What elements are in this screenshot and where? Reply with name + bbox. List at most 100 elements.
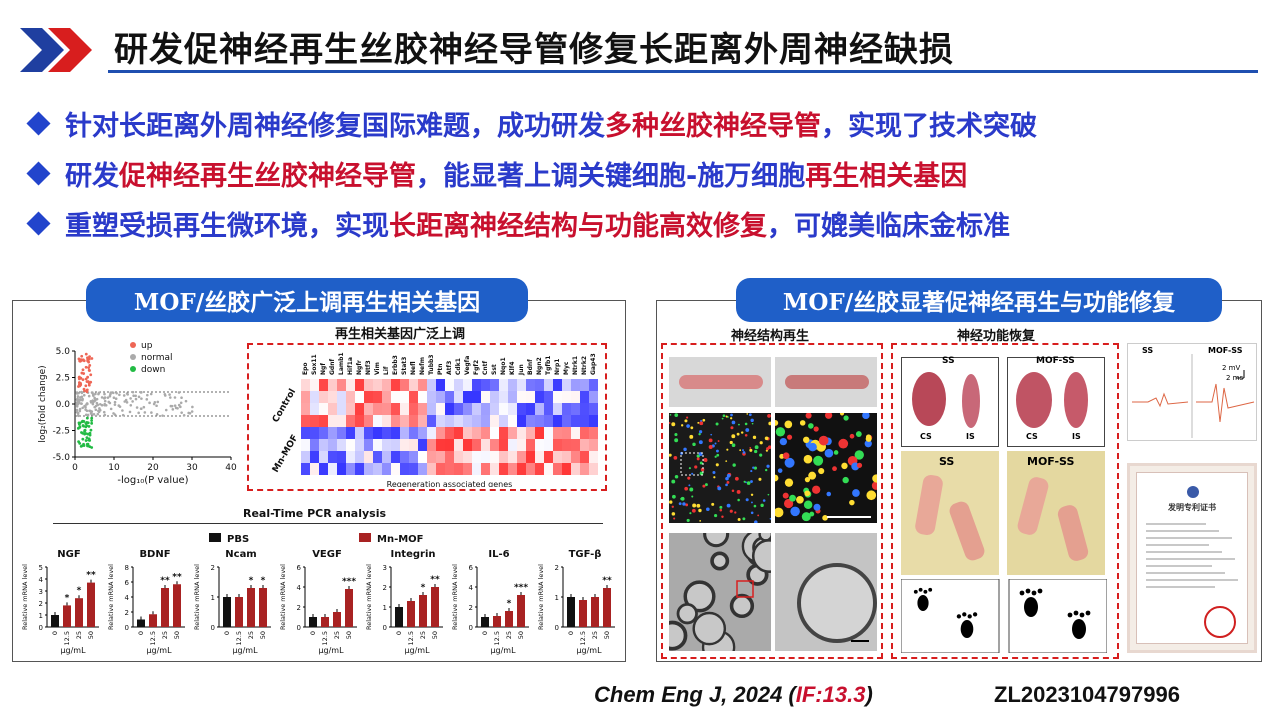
heatmap-cell [481, 427, 490, 439]
heatmap-cell [391, 391, 400, 403]
heatmap-cell [535, 451, 544, 463]
heatmap-cell [400, 391, 409, 403]
y-axis-label: Relative mRNA level [107, 564, 115, 630]
heatmap-cell [418, 463, 427, 475]
heatmap-cell [571, 415, 580, 427]
heatmap-cell [499, 463, 508, 475]
heatmap-cell [562, 391, 571, 403]
y-axis-label: log₂(fold change) [38, 365, 48, 442]
gene-label: Jun [518, 364, 525, 376]
heatmap-cell [409, 463, 418, 475]
gene-label: Cdk1 [455, 358, 462, 375]
heatmap-cell [535, 439, 544, 451]
heatmap-cell [589, 403, 598, 415]
gene-label: Myc [563, 361, 570, 375]
y-tick-label: 2 [383, 584, 387, 592]
heatmap-cell [445, 415, 454, 427]
pcr-bar [333, 612, 341, 627]
heatmap-cell [562, 427, 571, 439]
heatmap-cell [400, 439, 409, 451]
heatmap-cell [409, 391, 418, 403]
heatmap-cell [382, 403, 391, 415]
y-tick-label: 0 [469, 624, 473, 632]
heatmap-cell [364, 403, 373, 415]
gene-label: Ngn2 [536, 357, 543, 375]
heatmap-cell [373, 391, 382, 403]
heatmap-cell [346, 415, 355, 427]
x-axis-label: μg/mL [60, 646, 86, 655]
pcr-chart-tgf-β: TGF-β 2 1 0 Relative mRNA level 0 12.5 25 ** 50μg… [537, 549, 615, 655]
pcr-bar [161, 588, 169, 627]
heatmap-cell [310, 415, 319, 427]
y-axis-label: Relative mRNA level [279, 564, 287, 630]
heatmap-cell [418, 403, 427, 415]
heatmap-cell [418, 451, 427, 463]
gene-label: Sox11 [311, 354, 318, 375]
heatmap-cell [328, 379, 337, 391]
heatmap-cell [580, 439, 589, 451]
y-axis-label: Relative mRNA level [365, 564, 373, 630]
heatmap-cell [337, 439, 346, 451]
pcr-gene-title: Integrin [390, 549, 435, 560]
heatmap-cell [580, 463, 589, 475]
diamond-bullet-icon [26, 110, 51, 136]
heatmap-cell [445, 379, 454, 391]
header: 研发促神经再生丝胶神经导管修复长距离外周神经缺损 [0, 0, 1268, 80]
heatmap-cell [481, 439, 490, 451]
y-tick-label: 6 [469, 564, 474, 572]
heatmap-cell [508, 379, 517, 391]
legend-marker [130, 354, 136, 360]
left-panel-title: MOF/丝胶广泛上调再生相关基因 [86, 278, 528, 322]
heatmap-cell [490, 379, 499, 391]
y-axis-label: Relative mRNA level [451, 564, 459, 630]
heatmap-cell [328, 403, 337, 415]
heatmap-cell [337, 379, 346, 391]
heatmap-cell [391, 415, 400, 427]
heatmap-cell [328, 415, 337, 427]
pcr-charts: NGF 5 4 3 2 1 0 Relative mRNA level 0 * 12.5 * 25 ** 5… [15, 545, 623, 657]
heatmap-cell [382, 427, 391, 439]
x-tick-label: 0 [72, 463, 78, 473]
heatmap-cell [517, 403, 526, 415]
heatmap-cell [553, 391, 562, 403]
gene-label: Cntf [482, 360, 489, 375]
gene-label: Ntrk2 [581, 356, 588, 375]
heatmap-cell [571, 439, 580, 451]
heatmap-cell [589, 439, 598, 451]
y-tick-label: 1 [39, 612, 43, 620]
y-tick-label: 6 [297, 564, 302, 572]
heatmap-cell [481, 391, 490, 403]
heatmap-cell [589, 427, 598, 439]
gene-label: Nqo1 [500, 357, 507, 375]
heatmap-cell [517, 439, 526, 451]
row-label: Mn-MOF [271, 433, 301, 474]
y-tick-label: 2.5 [56, 374, 70, 384]
heatmap-cell [535, 379, 544, 391]
y-tick-label: 2 [555, 564, 559, 572]
muscle-box-ss: SS CS IS [901, 356, 999, 447]
heatmap-cell [535, 403, 544, 415]
func-label: 神经功能恢复 [957, 329, 1036, 344]
pcr-bar [223, 597, 231, 627]
x-tick-label: 12.5 [493, 631, 501, 645]
heatmap-cell [517, 451, 526, 463]
heatmap-cell [508, 415, 517, 427]
heatmap-cell [301, 415, 310, 427]
heatmap-cell [472, 391, 481, 403]
citation: Chem Eng J, 2024 (IF:13.3) [594, 682, 873, 707]
y-tick-label: 6 [125, 579, 130, 587]
heatmap-cell [553, 379, 562, 391]
heatmap-cell [364, 427, 373, 439]
heatmap-cell [544, 379, 553, 391]
heatmap-cell [310, 391, 319, 403]
y-tick-label: 2 [39, 600, 43, 608]
x-tick-label: 0 [395, 631, 403, 635]
heatmap-cell [373, 451, 382, 463]
heatmap-cell [364, 439, 373, 451]
heatmap-cell [472, 427, 481, 439]
significance-mark: * [65, 593, 70, 603]
y-axis-label: Relative mRNA level [21, 564, 29, 630]
heatmap-cell [382, 463, 391, 475]
heatmap-cell [310, 403, 319, 415]
gene-label: Klf4 [509, 362, 516, 376]
